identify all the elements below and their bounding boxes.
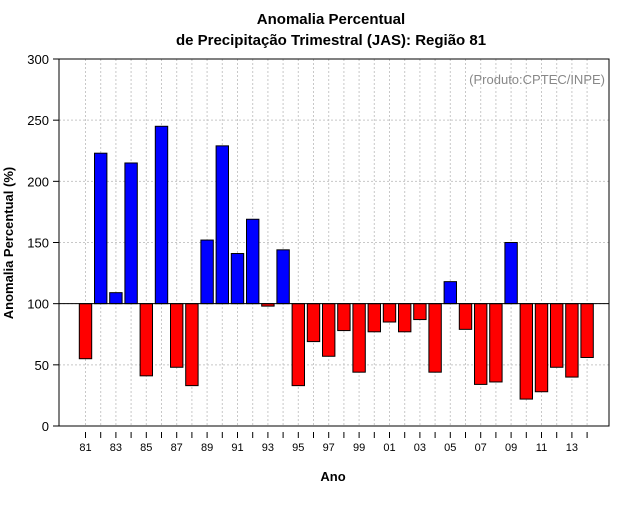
bar-2014 xyxy=(580,303,594,358)
x-tick-label: 03 xyxy=(414,442,426,454)
y-tick-label: 150 xyxy=(27,236,49,251)
x-tick-label: 91 xyxy=(231,442,243,454)
y-tick-label: 50 xyxy=(35,358,49,373)
bar-2004 xyxy=(428,303,442,373)
x-tick-label: 07 xyxy=(475,442,487,454)
chart-title-line2: de Precipitação Trimestral (JAS): Região… xyxy=(176,32,486,49)
bar-1987 xyxy=(170,303,184,368)
bar-2006 xyxy=(458,303,473,330)
y-tick-label: 300 xyxy=(27,52,49,67)
bar-1992 xyxy=(246,218,260,305)
x-tick-label: 99 xyxy=(353,442,365,454)
y-tick-label: 0 xyxy=(42,419,49,434)
y-tick-label: 100 xyxy=(27,297,49,312)
bar-1990 xyxy=(215,145,230,305)
product-annotation: (Produto:CPTEC/INPE) xyxy=(469,72,605,87)
bar-1982 xyxy=(94,152,108,305)
x-tick-label: 01 xyxy=(383,442,395,454)
x-tick-label: 93 xyxy=(262,442,274,454)
bar-2012 xyxy=(550,303,564,368)
bar-2005 xyxy=(443,281,458,305)
bar-1997 xyxy=(322,303,336,357)
bar-2010 xyxy=(519,303,533,400)
x-tick-label: 81 xyxy=(79,442,91,454)
x-tick-label: 11 xyxy=(536,442,547,454)
bar-1983 xyxy=(109,292,123,305)
bar-1998 xyxy=(337,303,351,332)
x-tick-label: 95 xyxy=(292,442,304,454)
x-tick-label: 83 xyxy=(110,442,122,454)
bar-2002 xyxy=(398,303,412,333)
x-tick-label: 13 xyxy=(566,442,578,454)
x-tick-label: 89 xyxy=(201,442,213,454)
y-axis-label: Anomalia Percentual (%) xyxy=(1,167,16,319)
bar-2008 xyxy=(489,303,503,383)
bar-2003 xyxy=(413,303,427,321)
bar-1989 xyxy=(200,239,214,305)
x-tick-label: 05 xyxy=(444,442,456,454)
bar-1984 xyxy=(124,162,138,305)
bar-2013 xyxy=(565,303,579,378)
bar-1996 xyxy=(306,303,321,343)
bars xyxy=(78,125,594,400)
bar-1981 xyxy=(78,303,93,360)
y-tick-label: 200 xyxy=(27,174,49,189)
bar-2007 xyxy=(474,303,488,385)
x-tick-label: 09 xyxy=(505,442,517,454)
bar-1991 xyxy=(230,253,245,305)
bar-2000 xyxy=(367,303,382,333)
bar-1994 xyxy=(276,249,290,305)
x-axis-label: Ano xyxy=(320,469,345,484)
x-tick-label: 87 xyxy=(171,442,183,454)
bar-2001 xyxy=(382,303,397,323)
chart-title-line1: Anomalia Percentual xyxy=(257,11,405,28)
bar-1986 xyxy=(154,125,169,305)
bar-2011 xyxy=(534,303,549,393)
bar-1995 xyxy=(291,303,306,387)
bar-1999 xyxy=(352,303,366,373)
y-axis: 0 50 100 150 200 250 300 xyxy=(27,52,59,434)
bar-1988 xyxy=(185,303,199,387)
x-tick-label: 97 xyxy=(323,442,335,454)
bar-2009 xyxy=(504,242,518,305)
x-tick-label: 85 xyxy=(140,442,152,454)
x-axis: 81 83 85 87 89 91 93 95 97 99 01 03 05 07 09 11 13 xyxy=(79,432,588,454)
bar-1985 xyxy=(139,303,154,377)
y-tick-label: 250 xyxy=(27,113,49,128)
